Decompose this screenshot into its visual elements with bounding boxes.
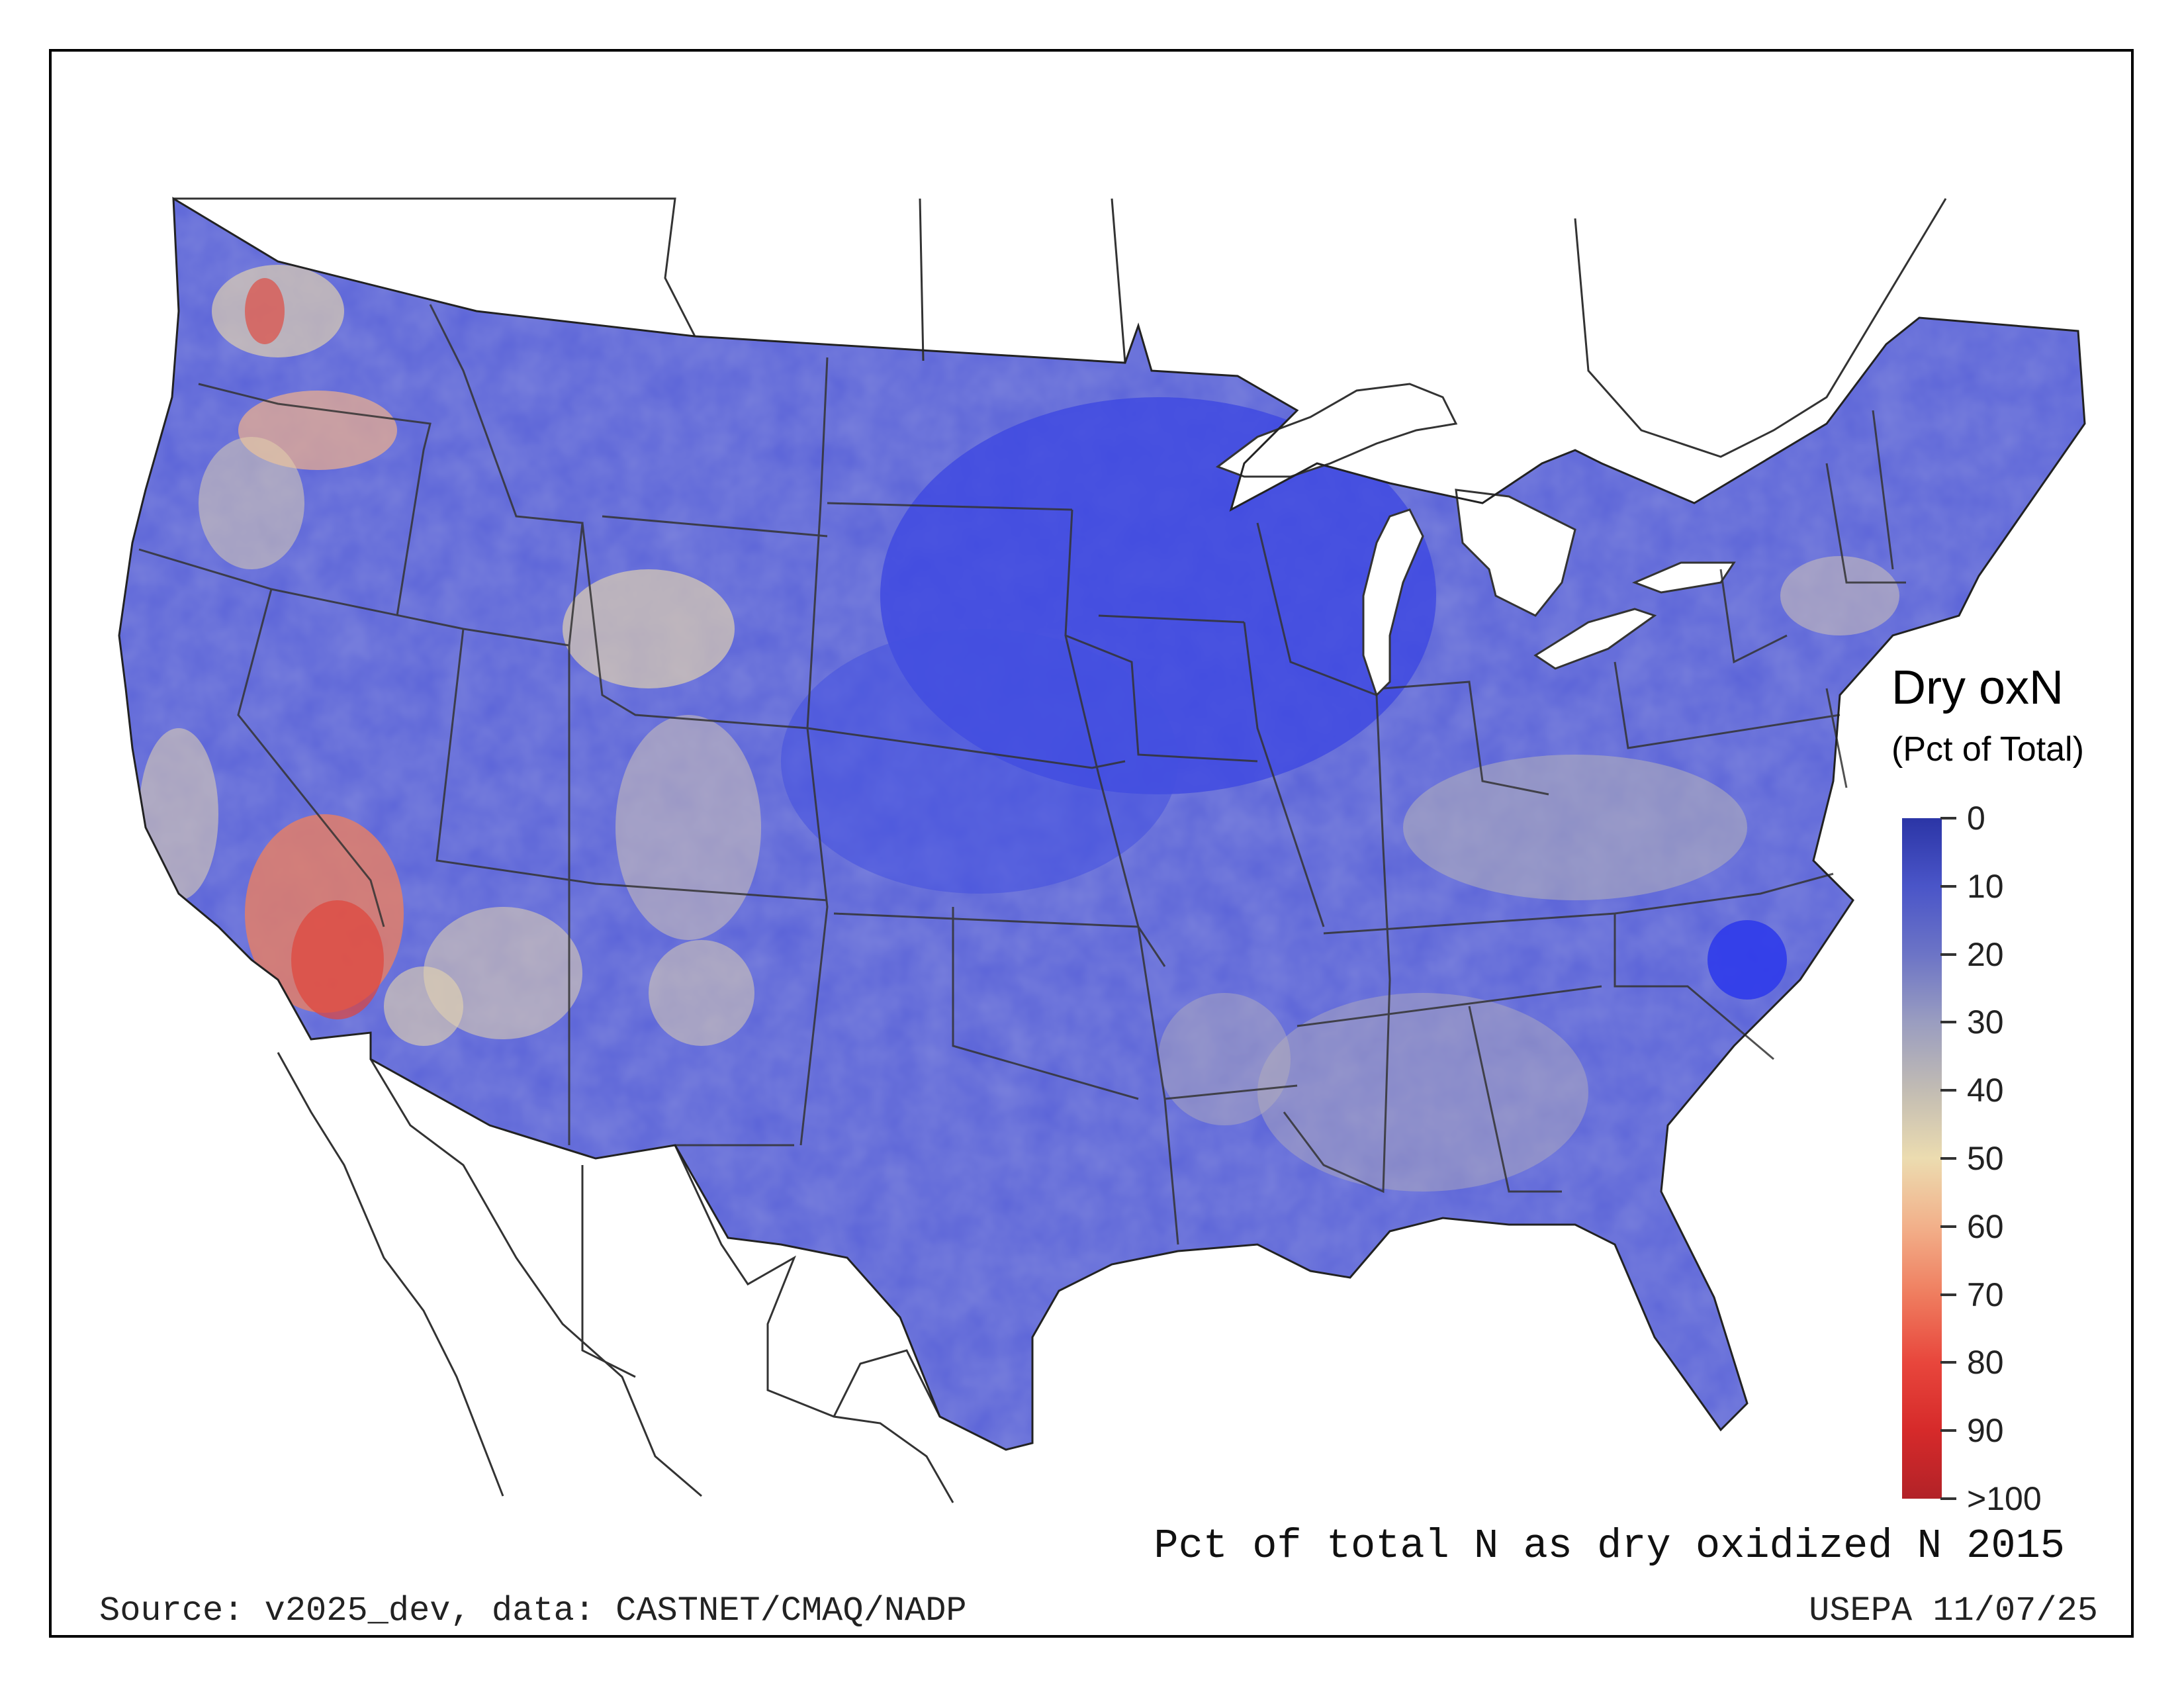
- lake-erie: [1533, 608, 1657, 670]
- legend-tick-label: 30: [1967, 1004, 2004, 1041]
- legend-tick-label: 70: [1967, 1276, 2004, 1313]
- state-boundaries: [138, 304, 1906, 1245]
- legend-tick-label: 90: [1967, 1412, 2004, 1450]
- source-note: Source: v2025_dev, data: CASTNET/CMAQ/NA…: [99, 1591, 967, 1630]
- legend-tick-mark: [1940, 1293, 1956, 1296]
- legend-tick-label: 60: [1967, 1207, 2004, 1245]
- legend-title: Dry oxN: [1891, 661, 2064, 714]
- legend-tick-mark: [1940, 1089, 1956, 1092]
- legend-tick-label: 50: [1967, 1140, 2004, 1177]
- legend-tick-mark: [1940, 817, 1956, 820]
- great-lakes: [1215, 383, 1736, 697]
- legend-tick-label: 10: [1967, 867, 2004, 905]
- legend-tick-label: 0: [1967, 800, 1985, 837]
- lake-huron: [1455, 489, 1576, 617]
- neighbor-country-outlines: [173, 197, 1947, 1503]
- lake-michigan: [1362, 508, 1424, 697]
- legend-tick-label: 40: [1967, 1072, 2004, 1109]
- pacific-northwest-region: [199, 265, 397, 569]
- legend-tick-mark: [1940, 953, 1956, 956]
- legend-tick-mark: [1940, 1021, 1956, 1024]
- lake-ontario: [1631, 561, 1736, 594]
- legend-tick-mark: [1940, 1225, 1956, 1228]
- legend-tick-mark: [1940, 1157, 1956, 1160]
- map-caption: Pct of total N as dry oxidized N 2015: [1154, 1523, 2065, 1570]
- east-gray-region: [1158, 556, 1899, 1192]
- date-stamp: USEPA 11/07/25: [1809, 1591, 2098, 1630]
- legend-tick-mark: [1940, 1497, 1956, 1500]
- legend-colorbar: [1902, 818, 1942, 1499]
- legend-tick-mark: [1940, 1429, 1956, 1432]
- interior-west-tan-region: [424, 569, 761, 1046]
- legend-tick-mark: [1940, 1361, 1956, 1364]
- legend-subtitle: (Pct of Total): [1891, 730, 2084, 769]
- legend-tick-label: 80: [1967, 1344, 2004, 1382]
- legend-tick-label: >100: [1967, 1480, 2042, 1517]
- plot-frame: [49, 49, 2134, 1638]
- us-national-boundary: [118, 197, 2086, 1451]
- legend-tick-label: 20: [1967, 935, 2004, 973]
- legend-tick-mark: [1940, 884, 1956, 888]
